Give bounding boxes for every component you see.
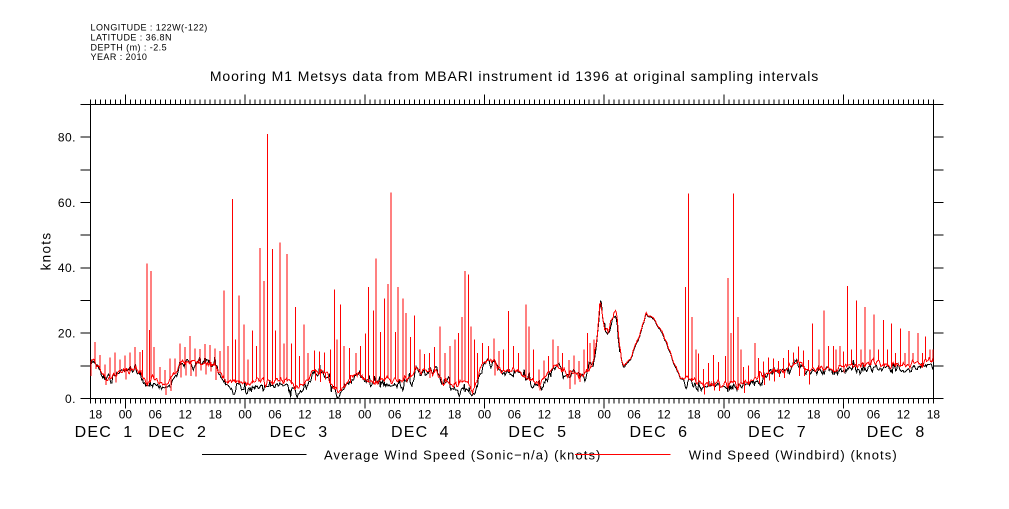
svg-text:Mooring M1 Metsys data from MB: Mooring M1 Metsys data from MBARI instru… xyxy=(210,68,819,84)
svg-text:00: 00 xyxy=(119,407,133,421)
svg-text:DEC 7: DEC 7 xyxy=(748,424,807,441)
svg-text:LONGITUDE : 122W(-122): LONGITUDE : 122W(-122) xyxy=(91,23,208,33)
svg-text:00: 00 xyxy=(358,407,372,421)
svg-text:06: 06 xyxy=(268,407,282,421)
svg-text:06: 06 xyxy=(388,407,402,421)
svg-text:12: 12 xyxy=(418,407,432,421)
svg-text:18: 18 xyxy=(209,407,223,421)
svg-text:12: 12 xyxy=(657,407,671,421)
svg-text:DEC 8: DEC 8 xyxy=(867,424,926,441)
svg-text:00: 00 xyxy=(837,407,851,421)
svg-text:Average Wind Speed (Sonic−n/a): Average Wind Speed (Sonic−n/a) (knots) xyxy=(324,448,601,463)
svg-text:18: 18 xyxy=(89,407,103,421)
svg-text:YEAR : 2010: YEAR : 2010 xyxy=(91,52,148,62)
svg-text:12: 12 xyxy=(298,407,312,421)
svg-text:DEC 5: DEC 5 xyxy=(508,424,567,441)
svg-text:DEPTH (m) : -2.5: DEPTH (m) : -2.5 xyxy=(91,42,168,52)
svg-text:knots: knots xyxy=(39,232,54,271)
svg-text:0.: 0. xyxy=(65,392,76,406)
svg-text:12: 12 xyxy=(538,407,552,421)
svg-text:40.: 40. xyxy=(58,261,76,275)
svg-text:18: 18 xyxy=(448,407,462,421)
svg-text:06: 06 xyxy=(867,407,881,421)
svg-text:12: 12 xyxy=(897,407,911,421)
svg-text:00: 00 xyxy=(717,407,731,421)
svg-text:18: 18 xyxy=(687,407,701,421)
svg-text:60.: 60. xyxy=(58,196,76,210)
svg-text:06: 06 xyxy=(627,407,641,421)
svg-text:06: 06 xyxy=(149,407,163,421)
svg-text:06: 06 xyxy=(747,407,761,421)
svg-text:LATITUDE : 36.8N: LATITUDE : 36.8N xyxy=(91,33,172,43)
svg-text:18: 18 xyxy=(807,407,821,421)
svg-text:18: 18 xyxy=(328,407,342,421)
svg-text:06: 06 xyxy=(508,407,522,421)
svg-text:DEC 2: DEC 2 xyxy=(148,424,207,441)
svg-text:12: 12 xyxy=(777,407,791,421)
svg-text:00: 00 xyxy=(598,407,612,421)
svg-text:18: 18 xyxy=(568,407,582,421)
svg-text:20.: 20. xyxy=(58,327,76,341)
svg-text:DEC 1: DEC 1 xyxy=(75,424,134,441)
svg-text:00: 00 xyxy=(478,407,492,421)
svg-text:18: 18 xyxy=(927,407,941,421)
svg-text:Wind Speed (Windbird) (knots): Wind Speed (Windbird) (knots) xyxy=(689,448,898,463)
svg-text:DEC 4: DEC 4 xyxy=(391,424,450,441)
svg-text:80.: 80. xyxy=(58,131,76,145)
svg-text:DEC 3: DEC 3 xyxy=(270,424,329,441)
svg-text:DEC 6: DEC 6 xyxy=(630,424,689,441)
svg-text:00: 00 xyxy=(238,407,252,421)
svg-text:12: 12 xyxy=(179,407,193,421)
